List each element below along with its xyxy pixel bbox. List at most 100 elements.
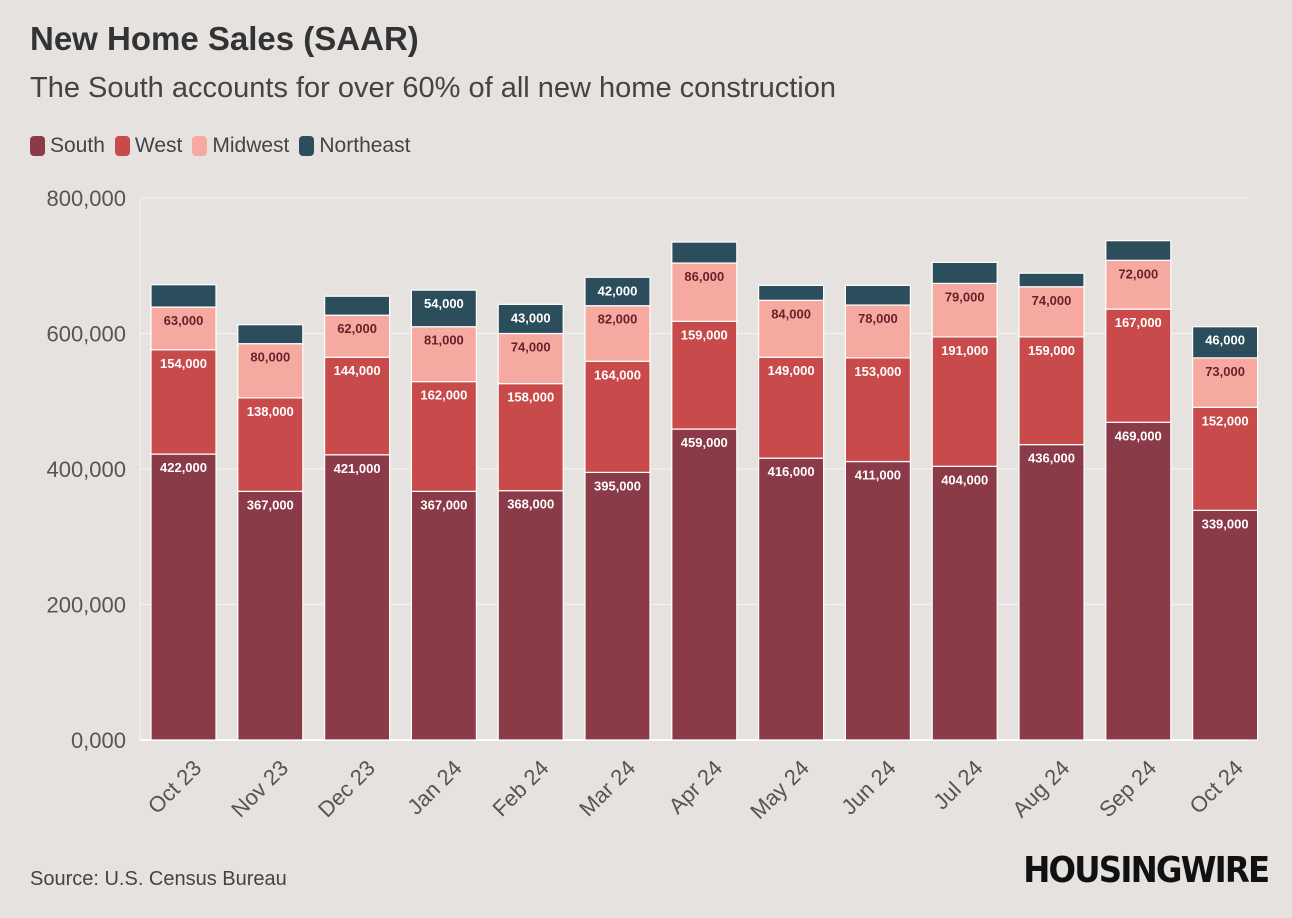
bar-northeast [757, 284, 825, 301]
legend-label-midwest: Midwest [212, 134, 290, 157]
data-label-west: 162,000 [420, 388, 467, 403]
bar-northeast [497, 303, 564, 335]
bar-midwest [931, 282, 998, 338]
data-label-south: 411,000 [855, 468, 901, 483]
legend-item-midwest: Midwest [192, 134, 289, 158]
bar-northeast [324, 295, 391, 316]
bar-west [410, 381, 477, 492]
data-label-west: 158,000 [507, 390, 554, 405]
bar-west [931, 336, 998, 467]
bar-midwest [1018, 286, 1085, 338]
chart-title: New Home Sales (SAAR) [30, 20, 419, 57]
bar-south [410, 490, 477, 741]
data-label-west: 144,000 [334, 363, 381, 378]
data-label-west: 138,000 [247, 404, 294, 419]
bar-west [1018, 336, 1085, 446]
x-tick-label: Jul 24 [928, 755, 987, 814]
data-label-midwest: 78,000 [858, 311, 898, 326]
bar-northeast [671, 241, 738, 264]
data-label-west: 167,000 [1115, 315, 1162, 330]
data-label-south: 367,000 [420, 497, 467, 512]
legend-swatch-midwest [192, 136, 208, 156]
bar-midwest [671, 262, 738, 322]
bar-south [150, 453, 217, 741]
legend-item-west: West [114, 134, 182, 158]
data-label-south: 421,000 [334, 461, 381, 476]
x-tick-label: Aug 24 [1007, 755, 1074, 822]
bar-midwest [757, 299, 825, 358]
bar-south [237, 490, 304, 741]
bar-midwest [584, 305, 651, 362]
data-label-south: 436,000 [1028, 451, 1075, 466]
data-label-northeast: 46,000 [1205, 333, 1245, 348]
legend-label-northeast: Northeast [319, 134, 411, 157]
data-label-south: 459,000 [681, 435, 728, 450]
bar-south [1018, 444, 1085, 741]
data-label-west: 149,000 [768, 363, 815, 378]
data-label-northeast: 42,000 [598, 283, 638, 298]
bar-south [931, 465, 998, 741]
data-label-midwest: 84,000 [771, 306, 811, 321]
bar-northeast [1105, 240, 1172, 261]
data-label-west: 152,000 [1202, 413, 1249, 428]
y-tick-label: 400,000 [46, 457, 126, 482]
legend-item-northeast: Northeast [299, 134, 410, 158]
source-note: Source: U.S. Census Bureau [30, 868, 287, 890]
data-label-midwest: 86,000 [684, 269, 724, 284]
bar-west [1105, 308, 1172, 423]
x-tick-label: Nov 23 [226, 755, 293, 822]
bar-west [844, 357, 912, 463]
x-tick-label: Dec 23 [313, 755, 380, 822]
bar-northeast [237, 324, 304, 345]
data-label-west: 164,000 [594, 367, 641, 382]
bar-south [1191, 509, 1259, 741]
bar-south [757, 457, 825, 741]
x-tick-label: Apr 24 [664, 755, 728, 819]
bar-midwest [1191, 357, 1259, 408]
data-label-midwest: 81,000 [424, 333, 464, 348]
legend-swatch-west [114, 136, 130, 156]
data-label-south: 395,000 [594, 478, 641, 493]
data-label-south: 469,000 [1115, 428, 1162, 443]
legend-label-south: South [50, 134, 105, 157]
bar-west [150, 349, 217, 455]
bar-northeast [1191, 326, 1259, 359]
x-tick-label: Sep 24 [1094, 755, 1161, 822]
bar-west [584, 360, 651, 473]
data-label-south: 422,000 [160, 460, 207, 475]
x-tick-label: Mar 24 [574, 755, 640, 821]
bar-south [1105, 421, 1172, 741]
bar-south [671, 428, 738, 741]
bar-midwest [324, 314, 391, 358]
bar-south [324, 454, 391, 741]
data-label-south: 367,000 [247, 497, 294, 512]
x-tick-label: Feb 24 [487, 755, 553, 821]
data-label-midwest: 62,000 [337, 321, 377, 336]
chart-legend: South West Midwest Northeast [30, 134, 420, 158]
bar-midwest [844, 304, 912, 359]
data-label-south: 368,000 [507, 497, 554, 512]
bar-south [844, 460, 912, 741]
brand-logo: HOUSINGWIRE [1022, 850, 1270, 891]
legend-item-south: South [30, 134, 105, 158]
data-label-midwest: 74,000 [1032, 293, 1072, 308]
data-label-west: 191,000 [941, 343, 988, 358]
data-label-northeast: 54,000 [424, 296, 464, 311]
data-label-midwest: 82,000 [598, 312, 638, 327]
bar-midwest [237, 343, 304, 399]
y-tick-label: 800,000 [46, 186, 126, 211]
bar-midwest [410, 326, 477, 383]
data-label-midwest: 80,000 [250, 350, 290, 365]
bar-west [671, 320, 738, 430]
data-label-midwest: 79,000 [945, 289, 985, 304]
x-tick-label: Oct 23 [143, 755, 207, 819]
bar-west [324, 356, 391, 456]
bar-northeast [844, 284, 912, 306]
data-label-midwest: 72,000 [1118, 266, 1158, 281]
bar-south [584, 471, 651, 741]
data-label-west: 159,000 [681, 327, 728, 342]
data-label-west: 154,000 [160, 356, 207, 371]
chart-subtitle: The South accounts for over 60% of all n… [30, 72, 836, 104]
x-tick-label: May 24 [745, 755, 814, 824]
